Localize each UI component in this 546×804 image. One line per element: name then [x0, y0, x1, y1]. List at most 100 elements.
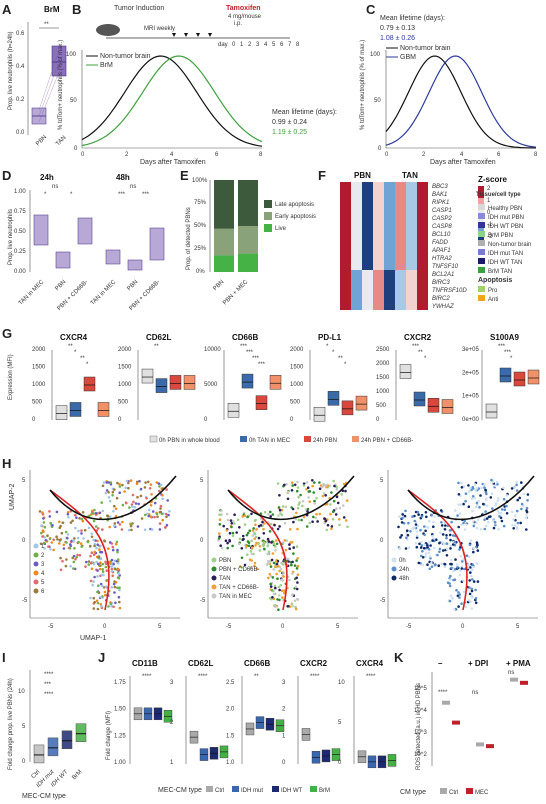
a-ytick-3: 0.6 [16, 31, 25, 37]
h-point [475, 503, 479, 507]
svg-text:0.50: 0.50 [14, 229, 26, 235]
h-point [269, 575, 273, 578]
b-legend-0: Non-tumor brain [100, 53, 151, 60]
h-point [502, 486, 505, 490]
f-cell-9-0 [340, 254, 351, 262]
h-point [155, 481, 159, 484]
h-point [78, 553, 82, 557]
h-point [300, 518, 303, 522]
h-point [443, 528, 447, 531]
h-point [267, 550, 271, 554]
h-point [77, 540, 80, 544]
h-point [108, 561, 111, 564]
h-leg-dot-1-0 [211, 557, 217, 563]
h-point [319, 484, 323, 487]
h-point [496, 499, 500, 503]
h-point [462, 590, 466, 594]
h-point [90, 513, 93, 516]
h-point [69, 521, 73, 524]
f-cell-10-5 [395, 262, 406, 270]
svg-text:GBM: GBM [400, 54, 416, 61]
h-point [472, 580, 476, 583]
h-point [110, 558, 114, 562]
h-point [271, 576, 275, 579]
h-point [105, 489, 109, 492]
h-point [407, 521, 410, 525]
panel-label-e: E [180, 168, 189, 183]
h-point [516, 527, 519, 531]
h-point [502, 524, 506, 528]
h-point [430, 565, 434, 568]
h-point [419, 554, 423, 558]
h-point [73, 547, 76, 550]
h-point [82, 537, 85, 540]
g-sig-2-2: *** [252, 356, 260, 362]
h-point [445, 536, 448, 540]
f-cell-6-6 [406, 230, 417, 238]
g-ytick-5-3: 3e+05 [462, 347, 480, 353]
h-point [55, 535, 58, 538]
h-point [253, 537, 256, 540]
h-point [342, 482, 346, 486]
h-point [248, 529, 251, 532]
h-point [245, 533, 249, 537]
h-point [220, 546, 224, 550]
h-point [437, 564, 441, 568]
h-point [475, 521, 478, 524]
h-point [274, 586, 277, 590]
h-point [251, 534, 255, 537]
h-point [407, 546, 411, 549]
e-bar-1-0 [238, 180, 258, 226]
h-trajectory-black-1 [227, 475, 355, 521]
h-point [255, 567, 259, 571]
h-point [520, 481, 523, 484]
svg-text:100%: 100% [192, 178, 208, 184]
h-trajectory-black-0 [49, 475, 177, 521]
h-point [73, 537, 76, 540]
f-cell-13-6 [406, 286, 417, 294]
g-box-0-2 [83, 376, 96, 392]
h-point [151, 510, 155, 513]
f-cell-4-1 [351, 214, 362, 222]
e-bar-0-0 [214, 180, 234, 229]
f-cell-8-1 [351, 246, 362, 254]
h-point [469, 566, 472, 569]
h-point [72, 560, 76, 564]
h-point [465, 554, 469, 557]
f-cell-13-7 [417, 286, 428, 294]
h-point [107, 547, 110, 550]
g-ytick-1-1: 500 [118, 400, 129, 406]
i-box-2 [61, 730, 73, 750]
h-point [75, 555, 78, 559]
f-cell-10-3 [373, 262, 384, 270]
svg-text:Tissue/cell type: Tissue/cell type [476, 192, 521, 198]
f-cell-15-3 [373, 302, 384, 310]
h-point [473, 483, 477, 486]
h-point [85, 560, 88, 564]
panel-a-ylabel: Prop. live neutrophils (h=24h) [8, 31, 14, 110]
h-point [269, 515, 273, 518]
h-point [243, 514, 247, 518]
h-point [416, 534, 419, 537]
h-point [115, 540, 119, 544]
f-gene-APAF1: APAF1 [431, 248, 451, 254]
h-point [336, 501, 340, 505]
j-ytick-2-1: 1.5 [226, 733, 235, 739]
f-cell-12-2 [362, 278, 373, 286]
h-point [420, 515, 424, 518]
h-point [248, 558, 252, 561]
f-cell-10-1 [351, 262, 362, 270]
i-box-0 [33, 744, 45, 764]
a-cat-1: TAN [55, 135, 67, 147]
h-point [233, 522, 236, 525]
h-point [289, 528, 292, 531]
h-point [344, 489, 347, 493]
h-point [131, 505, 134, 508]
h-point [471, 495, 475, 498]
h-point [431, 539, 434, 542]
h-point [267, 540, 271, 543]
h-point [524, 516, 528, 520]
h-point [484, 498, 488, 502]
k-mark-1-1 [486, 744, 494, 749]
b-day-2: 2 [248, 42, 252, 48]
